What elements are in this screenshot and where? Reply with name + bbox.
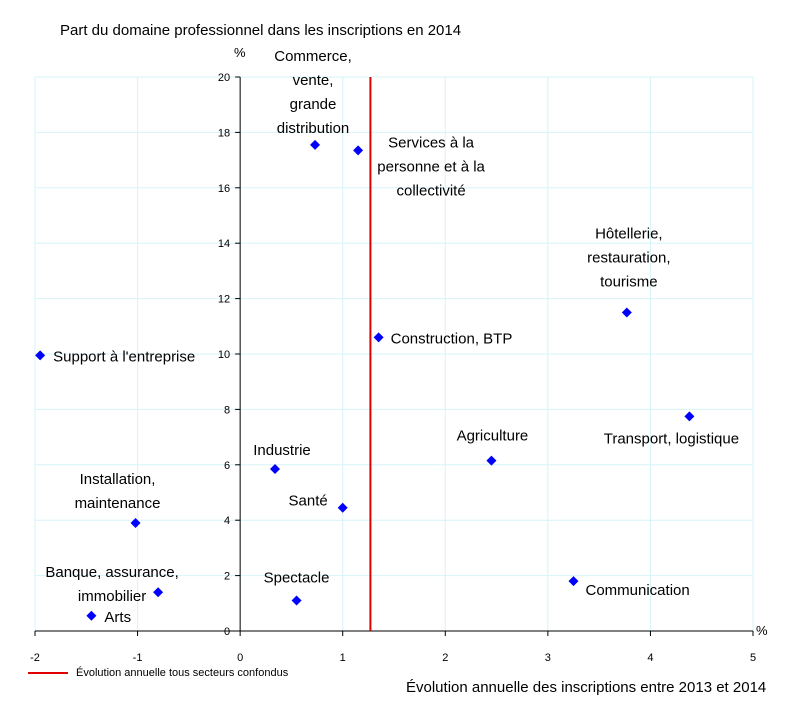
data-point [130,517,141,528]
data-point [86,610,97,621]
data-point [291,595,302,606]
x-axis-label: Évolution annuelle des inscriptions entr… [406,679,766,696]
point-label: Agriculture [457,428,529,445]
y-tick-label: 2 [224,571,230,583]
point-label: personne et à la [377,158,485,175]
data-point [270,463,281,474]
x-tick-label: 4 [647,652,653,664]
y-tick-label: 0 [224,626,230,638]
x-tick-label: 0 [237,652,243,664]
grid [34,76,754,632]
point-label: Construction, BTP [391,330,513,347]
y-tick-label: 6 [224,460,230,472]
point-label: Industrie [253,442,311,459]
data-points [35,139,695,621]
point-label: grande [290,96,337,113]
y-tick-label: 8 [224,404,230,416]
y-tick-label: 12 [218,294,230,306]
x-tick-label: -1 [133,652,143,664]
x-tick-label: -2 [30,652,40,664]
chart-title: Part du domaine professionnel dans les i… [60,22,461,39]
point-labels: Commerce, vente, grande distribution Service… [45,48,739,626]
data-point [153,587,164,598]
point-label: collectivité [396,182,465,199]
data-point [684,411,695,422]
y-tick-label: 10 [218,349,230,361]
data-point [373,332,384,343]
x-tick-label: 3 [545,652,551,664]
data-point [35,350,46,361]
y-tick-label: 18 [218,127,230,139]
point-label: restauration, [587,249,670,266]
point-label: Commerce, [274,48,352,65]
y-tick-label: 14 [218,238,230,250]
data-point [621,307,632,318]
point-label: distribution [277,120,350,137]
point-label: immobilier [78,588,146,605]
legend: Évolution annuelle tous secteurs confond… [28,666,289,679]
x-tick-label: 5 [750,652,756,664]
point-label: maintenance [75,495,161,512]
x-axis-unit: % [756,623,768,638]
point-label: tourisme [600,273,658,290]
y-tick-label: 4 [224,515,230,527]
data-point [337,502,348,513]
point-label: Transport, logistique [604,430,739,447]
data-point [353,145,364,156]
y-tick-label: 20 [218,72,230,84]
point-label: Services à la [388,134,475,151]
point-label: Hôtellerie, [595,225,663,242]
point-label: Santé [289,493,328,510]
x-tick-label: 1 [340,652,346,664]
x-tick-label: 2 [442,652,448,664]
point-label: vente, [293,72,334,89]
y-axis-label: % [234,45,246,60]
data-point [486,455,497,466]
point-label: Support à l'entreprise [53,348,195,365]
data-point [310,139,321,150]
data-point [568,576,579,587]
point-label: Spectacle [264,570,330,587]
point-label: Installation, [80,471,156,488]
point-label: Communication [586,582,690,599]
y-tick-label: 16 [218,183,230,195]
point-label: Banque, assurance, [45,564,178,581]
legend-label: Évolution annuelle tous secteurs confond… [76,666,289,679]
point-label: Arts [104,609,131,626]
